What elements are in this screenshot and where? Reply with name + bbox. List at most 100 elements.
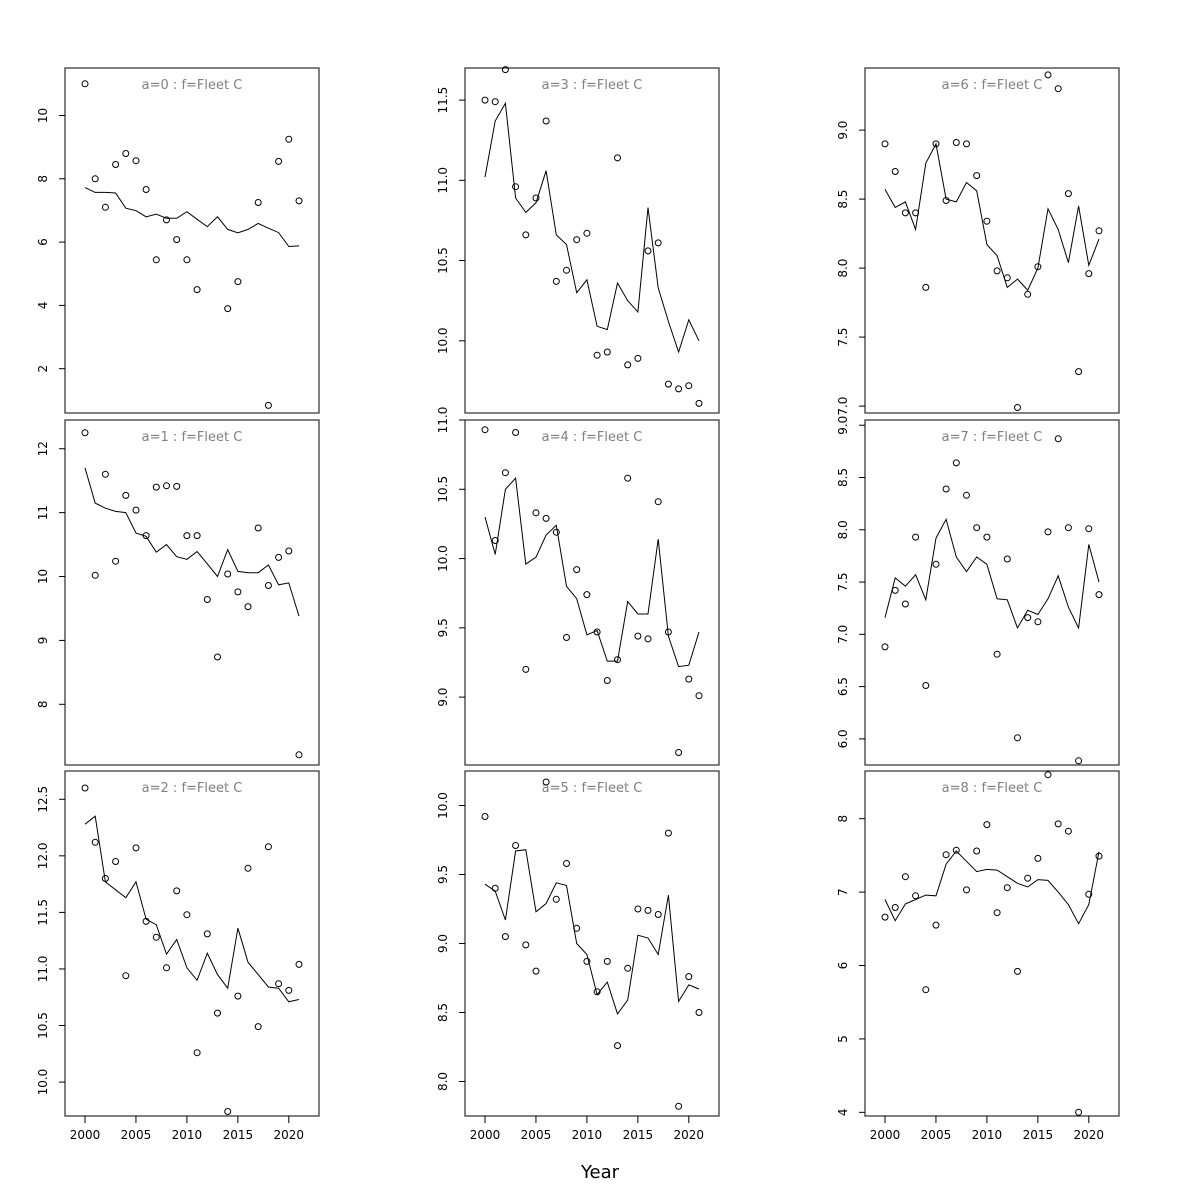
- x-tick-label: 2000: [470, 1128, 501, 1142]
- plot-frame: [864, 67, 1120, 414]
- data-point: [624, 964, 632, 972]
- data-point: [563, 860, 570, 867]
- data-point: [91, 838, 99, 846]
- fitted-line: [84, 815, 300, 1003]
- x-tick-label: 2010: [972, 1128, 1003, 1142]
- data-point: [901, 209, 909, 217]
- panel-2: a=6 : f=Fleet C 7.0 7.5 8.0 8.5 9.0: [836, 67, 1120, 416]
- data-point: [552, 528, 560, 536]
- panel-0: a=0 : f=Fleet C 2 4 6 8 10: [36, 67, 320, 414]
- data-point: [254, 1023, 262, 1031]
- y-tick-label: 8: [836, 815, 850, 823]
- data-point: [163, 216, 170, 224]
- data-point: [203, 596, 211, 603]
- data-point: [881, 643, 889, 651]
- data-point: [152, 256, 160, 264]
- data-point: [685, 675, 693, 683]
- y-tick-label: 7.5: [836, 328, 850, 347]
- data-point: [275, 980, 283, 988]
- plot-frame: [464, 419, 720, 766]
- data-point: [112, 557, 120, 565]
- y-tick-label: 11.5: [436, 87, 450, 114]
- data-point: [481, 426, 489, 434]
- data-point: [1034, 854, 1042, 862]
- data-point: [224, 1108, 232, 1115]
- y-tick-label: 9.0: [436, 688, 450, 707]
- data-point: [952, 459, 960, 467]
- data-point: [624, 474, 632, 482]
- data-point: [183, 532, 191, 540]
- x-tick-label: 2015: [223, 1128, 254, 1142]
- data-point: [532, 967, 540, 975]
- y-tick-label: 7: [836, 888, 850, 896]
- data-point: [1085, 270, 1093, 278]
- data-point: [614, 154, 621, 162]
- data-point: [132, 844, 140, 852]
- data-point: [173, 236, 181, 244]
- y-tick-label: 12.0: [36, 842, 50, 869]
- data-point: [603, 957, 611, 965]
- panel-8: a=8 : f=Fleet C 4 5 6 7 8 2000 2005 2010 2015 2020: [836, 770, 1120, 1142]
- fitted-line: [884, 142, 1100, 292]
- y-tick-label: 4: [836, 1109, 850, 1117]
- panel-title: a=7 : f=Fleet C: [942, 430, 1043, 445]
- data-point: [234, 588, 242, 596]
- data-point: [1034, 263, 1042, 271]
- data-point: [644, 906, 652, 914]
- data-point: [932, 921, 940, 929]
- data-point: [1054, 85, 1062, 93]
- data-point: [922, 283, 930, 291]
- data-point: [193, 532, 201, 540]
- data-point: [1064, 524, 1072, 532]
- y-tick-label: 11.0: [436, 407, 450, 434]
- y-tick-label: 9.0: [836, 416, 850, 435]
- plot-frame: [464, 67, 720, 414]
- y-tick-label: 6.5: [836, 677, 850, 696]
- data-point: [901, 873, 909, 881]
- data-point: [122, 150, 130, 157]
- data-point: [81, 429, 89, 437]
- panels: a=0 : f=Fleet C 2 4 6 8 10 a=3 : f=Fleet C 10.0…: [36, 66, 1120, 1142]
- data-point: [81, 784, 89, 792]
- data-point: [491, 98, 499, 106]
- data-point: [952, 846, 960, 854]
- data-point: [1014, 404, 1021, 411]
- data-point: [234, 992, 242, 1000]
- data-point: [603, 677, 611, 684]
- data-point: [891, 168, 899, 175]
- x-tick-label: 2000: [870, 1128, 901, 1142]
- data-point: [695, 1009, 703, 1016]
- y-tick-label: 12: [36, 441, 50, 456]
- data-point: [183, 911, 191, 919]
- data-point: [993, 267, 1001, 275]
- data-point: [901, 600, 909, 608]
- data-point: [275, 553, 283, 561]
- data-point: [973, 172, 981, 180]
- fitted-line: [484, 101, 700, 354]
- panel-title: a=1 : f=Fleet C: [142, 430, 243, 445]
- data-point: [173, 887, 181, 895]
- data-point: [101, 203, 109, 211]
- data-point: [173, 482, 181, 490]
- data-point: [501, 933, 509, 941]
- data-point: [675, 749, 683, 756]
- data-point: [685, 382, 693, 390]
- data-point: [112, 858, 120, 865]
- y-tick-label: 11: [36, 505, 50, 520]
- data-point: [193, 1049, 201, 1057]
- data-point: [193, 286, 201, 294]
- data-point: [675, 385, 683, 393]
- panel-title: a=3 : f=Fleet C: [542, 78, 643, 93]
- data-point: [122, 491, 130, 499]
- y-tick-label: 7.5: [836, 572, 850, 591]
- y-tick-label: 2: [36, 365, 50, 373]
- y-tick-label: 9: [36, 637, 50, 645]
- data-point: [654, 239, 662, 247]
- y-tick-label: 8.0: [436, 1072, 450, 1091]
- data-point: [675, 1102, 683, 1110]
- fitted-line: [84, 187, 300, 248]
- data-point: [142, 186, 150, 193]
- data-point: [1085, 525, 1093, 533]
- data-point: [695, 692, 703, 700]
